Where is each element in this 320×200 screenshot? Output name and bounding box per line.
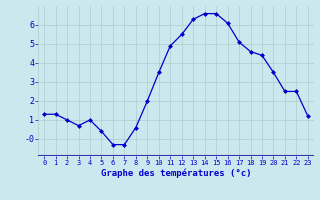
X-axis label: Graphe des températures (°c): Graphe des températures (°c) xyxy=(101,169,251,178)
